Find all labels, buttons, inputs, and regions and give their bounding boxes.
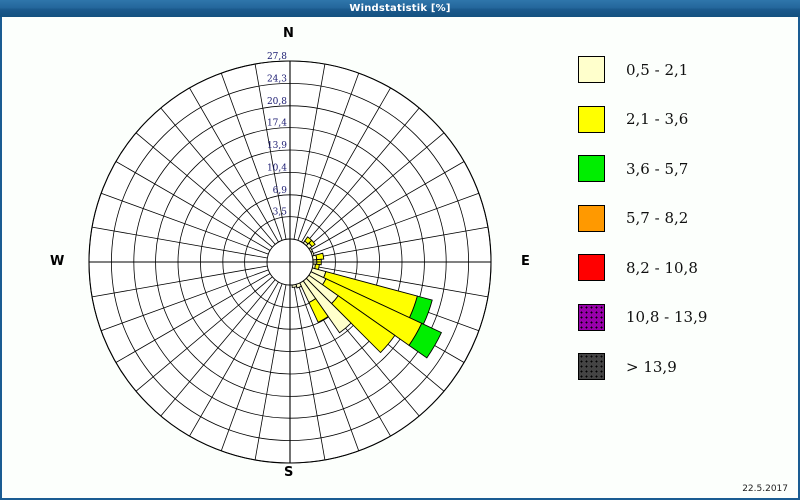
- wind-sector-segment: [308, 239, 316, 248]
- legend-label: 5,7 - 8,2: [626, 209, 689, 228]
- legend-item: 5,7 - 8,2: [578, 194, 788, 244]
- radial-tick-label: 13,9: [267, 141, 287, 151]
- legend-swatch: [578, 303, 605, 331]
- radial-tick-label: 3,5: [273, 208, 288, 218]
- compass-label-west: W: [50, 254, 65, 269]
- axis-lines: [88, 60, 492, 464]
- legend-label: 3,6 - 5,7: [626, 159, 689, 178]
- radial-tick-label: 27,8: [267, 52, 287, 62]
- compass-label-north: N: [283, 26, 294, 41]
- legend-swatch: [578, 155, 605, 183]
- legend-item: 2,1 - 3,6: [578, 95, 788, 145]
- wind-rose-plot: 3,5 6,9 10,4 13,9 17,4 20,8 24,3 27,8: [0, 17, 560, 500]
- wind-rose-svg: 3,5 6,9 10,4 13,9 17,4 20,8 24,3 27,8: [88, 52, 492, 464]
- legend-swatch: [578, 254, 605, 282]
- legend-label: 0,5 - 2,1: [626, 60, 689, 79]
- radial-tick-label: 17,4: [267, 119, 287, 129]
- legend-item: > 13,9: [578, 342, 788, 392]
- compass-label-south: S: [284, 465, 294, 480]
- legend-label: 10,8 - 13,9: [626, 308, 708, 327]
- radial-tick-label: 10,4: [267, 163, 287, 173]
- legend-swatch: [578, 204, 605, 232]
- wind-sector-segment: [408, 322, 443, 359]
- legend-swatch: [578, 105, 605, 133]
- window-title-bar: Windstatistik [%]: [0, 0, 800, 17]
- radial-tick-label: 24,3: [267, 74, 287, 84]
- legend-item: 8,2 - 10,8: [578, 243, 788, 293]
- legend-item: 10,8 - 13,9: [578, 293, 788, 343]
- legend-label: 8,2 - 10,8: [626, 258, 698, 277]
- window-title: Windstatistik [%]: [349, 3, 451, 14]
- legend-item: 3,6 - 5,7: [578, 144, 788, 194]
- legend-item: 0,5 - 2,1: [578, 45, 788, 95]
- wind-sectors: [266, 236, 443, 359]
- radial-tick-label: 6,9: [273, 186, 288, 196]
- date-stamp: 22.5.2017: [742, 484, 788, 494]
- legend-label: 2,1 - 3,6: [626, 110, 689, 129]
- legend: 0,5 - 2,1 2,1 - 3,6 3,6 - 5,7 5,7 - 8,2 8,2 …: [578, 45, 788, 392]
- wind-sector-segment: [308, 298, 329, 323]
- legend-label: > 13,9: [626, 357, 677, 376]
- radial-tick-label: 20,8: [267, 97, 287, 107]
- compass-label-east: E: [521, 254, 530, 269]
- radial-tick-labels: 3,5 6,9 10,4 13,9 17,4 20,8 24,3 27,8: [267, 52, 287, 218]
- legend-swatch: [578, 56, 605, 84]
- legend-swatch: [578, 353, 605, 381]
